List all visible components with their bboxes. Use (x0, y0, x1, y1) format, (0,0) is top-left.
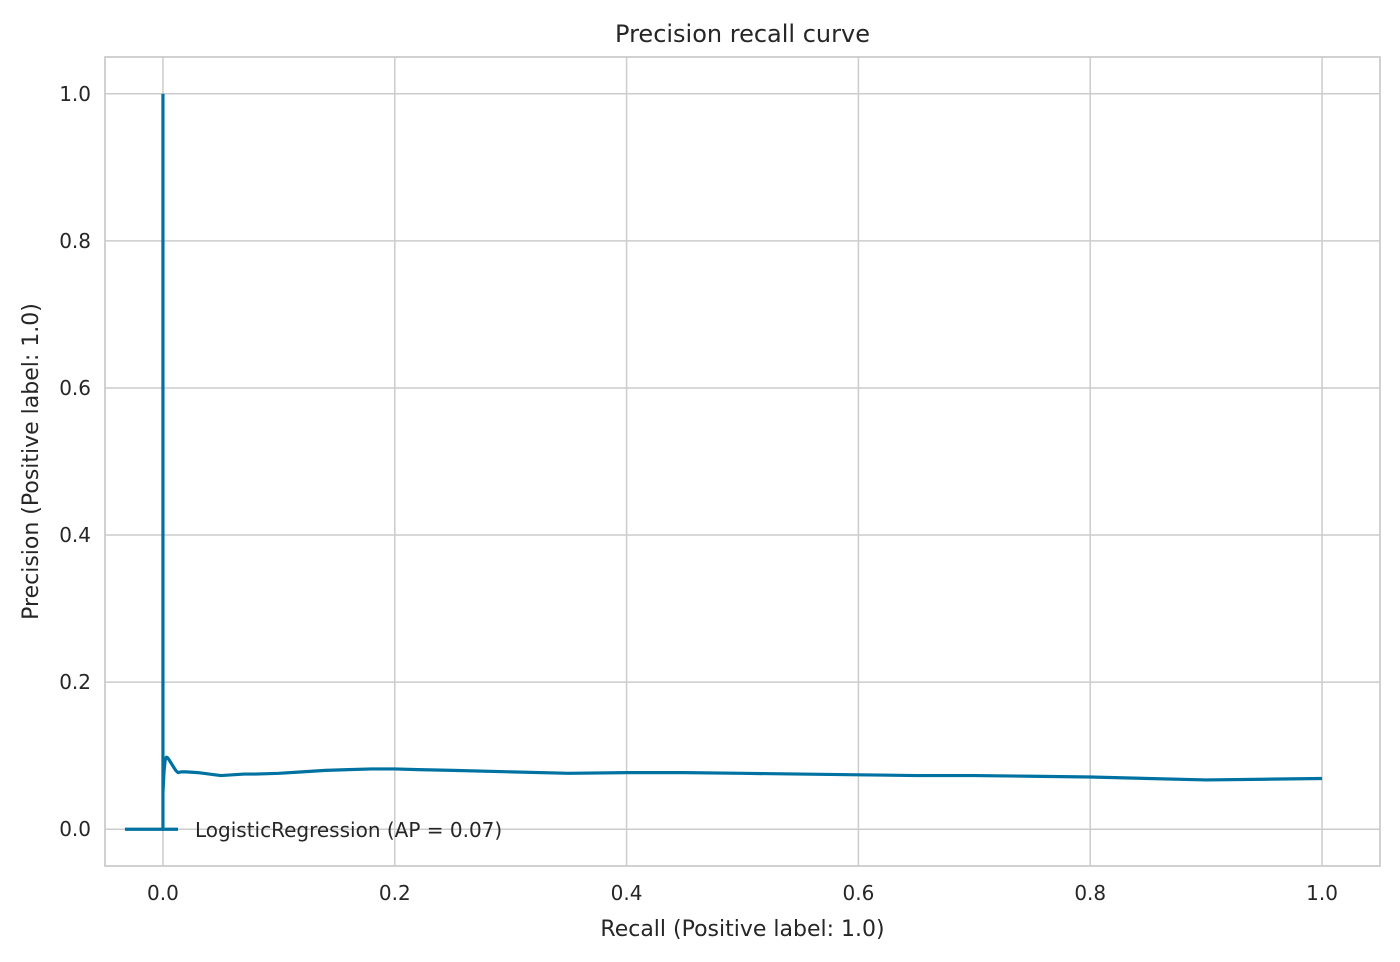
legend: LogisticRegression (AP = 0.07) (125, 818, 502, 842)
x-axis-label: Recall (Positive label: 1.0) (600, 917, 884, 942)
y-tick-label: 1.0 (59, 82, 91, 106)
y-tick-label: 0.2 (59, 670, 91, 694)
y-tick-label: 0.8 (59, 229, 91, 253)
y-tick-label: 0.6 (59, 376, 91, 400)
y-tick-label: 0.0 (59, 817, 91, 841)
axes-frame (104, 56, 1381, 867)
x-tick-label: 0.4 (611, 881, 643, 905)
y-axis-label: Precision (Positive label: 1.0) (19, 303, 44, 620)
y-tick-label: 0.4 (59, 523, 91, 547)
series-line (161, 93, 1323, 831)
series-layer (161, 93, 1323, 831)
y-tick-labels: 0.0 0.2 0.4 0.6 0.8 1.0 (59, 82, 91, 841)
x-tick-labels: 0.0 0.2 0.4 0.6 0.8 1.0 (147, 881, 1338, 905)
x-tick-label: 0.2 (379, 881, 411, 905)
x-tick-label: 0.0 (147, 881, 179, 905)
grid (105, 57, 1380, 866)
chart-title: Precision recall curve (615, 20, 870, 48)
legend-entry-label: LogisticRegression (AP = 0.07) (195, 818, 502, 842)
x-tick-label: 0.6 (843, 881, 875, 905)
x-tick-label: 1.0 (1306, 881, 1338, 905)
x-tick-label: 0.8 (1074, 881, 1106, 905)
